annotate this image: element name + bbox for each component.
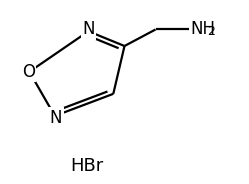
Text: HBr: HBr xyxy=(70,157,104,175)
Text: N: N xyxy=(50,109,62,127)
Text: O: O xyxy=(22,63,35,81)
Text: 2: 2 xyxy=(207,25,215,38)
Text: NH: NH xyxy=(190,20,215,38)
Text: N: N xyxy=(82,20,95,38)
